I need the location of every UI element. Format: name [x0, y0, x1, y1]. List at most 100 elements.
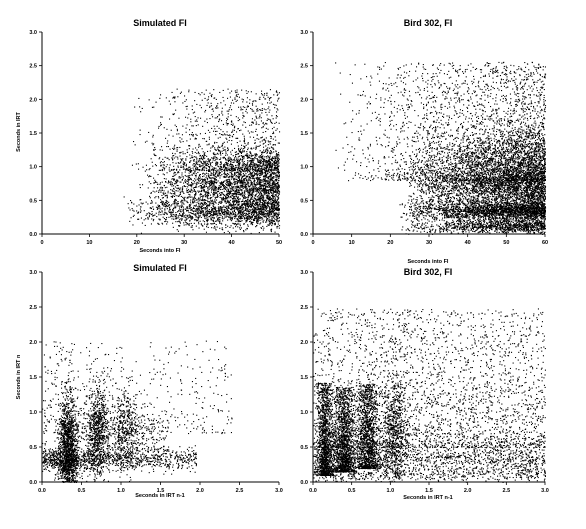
- scatter-point: [181, 166, 183, 168]
- scatter-point: [193, 196, 195, 198]
- scatter-point: [224, 213, 226, 215]
- scatter-point: [256, 182, 258, 184]
- scatter-point: [241, 207, 243, 209]
- scatter-point: [251, 205, 253, 207]
- scatter-point: [221, 174, 223, 176]
- scatter-point: [267, 194, 269, 196]
- scatter-point: [251, 222, 253, 224]
- scatter-point: [157, 196, 159, 198]
- scatter-point: [256, 190, 258, 192]
- scatter-point: [172, 155, 174, 157]
- scatter-point: [235, 95, 237, 97]
- scatter-point: [229, 191, 231, 193]
- scatter-point: [264, 189, 266, 191]
- scatter-point: [243, 156, 245, 158]
- scatter-point: [188, 223, 190, 225]
- scatter-point: [234, 98, 236, 100]
- scatter-point: [225, 216, 227, 218]
- scatter-point: [228, 211, 230, 213]
- scatter-point: [188, 184, 190, 186]
- scatter-point: [248, 192, 250, 194]
- scatter-point: [194, 205, 196, 207]
- scatter-point: [234, 191, 236, 193]
- scatter-point: [261, 170, 263, 172]
- scatter-point: [256, 192, 258, 194]
- scatter-point: [234, 178, 236, 180]
- scatter-point: [186, 218, 188, 220]
- scatter-point: [269, 214, 271, 216]
- scatter-point: [179, 169, 181, 171]
- scatter-point: [211, 177, 213, 179]
- scatter-point: [271, 186, 273, 188]
- scatter-point: [212, 169, 214, 171]
- scatter-point: [278, 177, 280, 179]
- scatter-point: [186, 191, 188, 193]
- scatter-point: [245, 183, 247, 185]
- scatter-point: [219, 136, 221, 138]
- scatter-point: [274, 231, 276, 233]
- scatter-point: [148, 212, 150, 214]
- scatter-point: [262, 202, 264, 204]
- scatter-point: [201, 186, 203, 188]
- scatter-point: [216, 169, 218, 171]
- scatter-point: [255, 145, 257, 147]
- scatter-point: [211, 197, 213, 199]
- scatter-point: [272, 177, 274, 179]
- scatter-point: [267, 215, 269, 217]
- scatter-point: [210, 214, 212, 216]
- scatter-point: [220, 161, 222, 163]
- scatter-point: [271, 207, 273, 209]
- scatter-point: [236, 218, 238, 220]
- scatter-point: [156, 216, 158, 218]
- scatter-point: [253, 159, 255, 161]
- scatter-point: [261, 174, 263, 176]
- scatter-point: [230, 158, 232, 160]
- scatter-point: [257, 160, 259, 162]
- scatter-point: [264, 186, 266, 188]
- scatter-point: [255, 164, 257, 166]
- scatter-point: [211, 210, 213, 212]
- scatter-point: [178, 225, 180, 227]
- scatter-point: [244, 146, 246, 148]
- scatter-point: [249, 186, 251, 188]
- scatter-point: [140, 211, 142, 213]
- scatter-point: [237, 160, 239, 162]
- scatter-point: [265, 200, 267, 202]
- scatter-point: [205, 191, 207, 193]
- scatter-point: [211, 208, 213, 210]
- scatter-point: [269, 210, 271, 212]
- scatter-point: [250, 182, 252, 184]
- scatter-point: [214, 207, 216, 209]
- scatter-point: [269, 176, 271, 178]
- scatter-point: [269, 155, 271, 157]
- scatter-point: [262, 180, 264, 182]
- scatter-point: [226, 163, 228, 165]
- scatter-point: [261, 151, 263, 153]
- scatter-point: [200, 161, 202, 163]
- scatter-point: [239, 167, 241, 169]
- scatter-point: [259, 171, 261, 173]
- scatter-point: [244, 147, 246, 149]
- scatter-point: [202, 213, 204, 215]
- scatter-point: [244, 212, 246, 214]
- scatter-point: [266, 174, 268, 176]
- scatter-point: [226, 196, 228, 198]
- scatter-point: [182, 208, 184, 210]
- scatter-point: [247, 91, 249, 93]
- scatter-point: [228, 179, 230, 181]
- scatter-point: [128, 207, 130, 209]
- scatter-point: [226, 180, 228, 182]
- scatter-point: [238, 219, 240, 221]
- scatter-point: [196, 168, 198, 170]
- scatter-point: [250, 199, 252, 201]
- scatter-point: [275, 139, 277, 141]
- scatter-point: [149, 175, 151, 177]
- scatter-point: [242, 169, 244, 171]
- scatter-point: [277, 221, 279, 223]
- scatter-point: [212, 213, 214, 215]
- scatter-point: [214, 194, 216, 196]
- scatter-point: [217, 180, 219, 182]
- scatter-point: [244, 106, 246, 108]
- scatter-point: [227, 172, 229, 174]
- scatter-point: [242, 164, 244, 166]
